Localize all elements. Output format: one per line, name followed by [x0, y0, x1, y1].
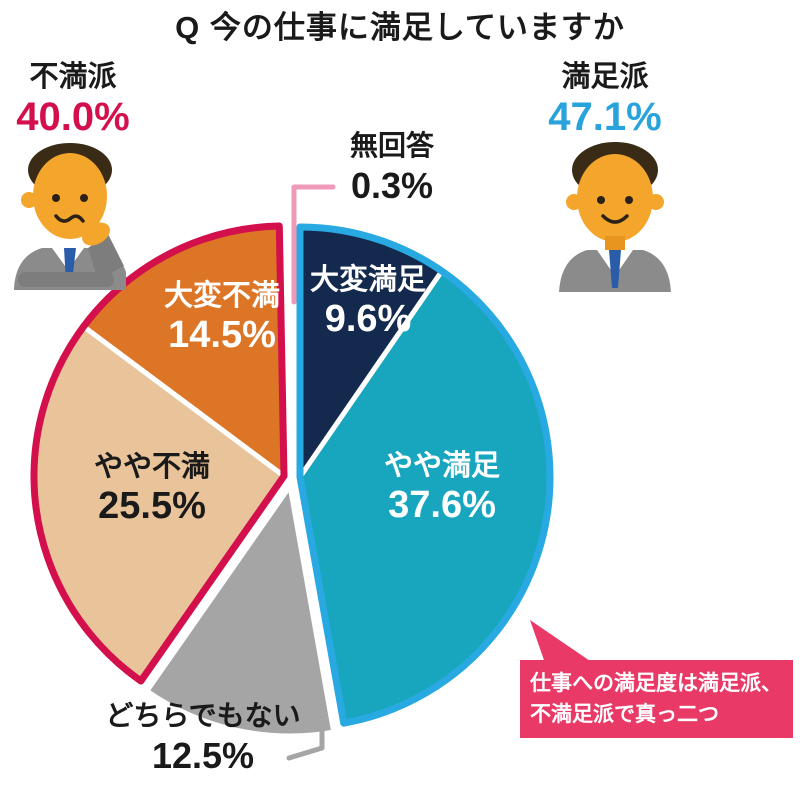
- pie-slices: [30, 222, 554, 739]
- dissatisfied-summary-label: 不満派: [29, 61, 117, 93]
- satisfied-summary: 満足派 47.1%: [530, 60, 680, 139]
- neutral-leader-line: [286, 717, 325, 761]
- no-answer-leader-line: [291, 184, 336, 305]
- dissatisfied-person-icon: [14, 143, 126, 290]
- chart-title: Q 今の仕事に満足していますか: [175, 10, 625, 45]
- pie-slice-2: [144, 483, 337, 739]
- satisfied-summary-value: 47.1%: [548, 94, 662, 139]
- callout-pointer: [530, 620, 593, 663]
- group-outline-satisfied: [296, 223, 554, 727]
- group-outline-dissatisfied: [30, 222, 288, 685]
- callout-line2: 不満足派で真っ二つ: [530, 703, 719, 726]
- dissatisfied-summary-value: 40.0%: [16, 94, 130, 139]
- dissatisfied-summary: 不満派 40.0%: [0, 60, 148, 139]
- satisfied-summary-label: 満足派: [561, 61, 649, 93]
- satisfied-person-icon: [559, 142, 671, 292]
- callout-line1: 仕事への満足度は満足派、: [530, 672, 782, 695]
- callout-box: 仕事への満足度は満足派、 不満足派で真っ二つ: [520, 660, 793, 738]
